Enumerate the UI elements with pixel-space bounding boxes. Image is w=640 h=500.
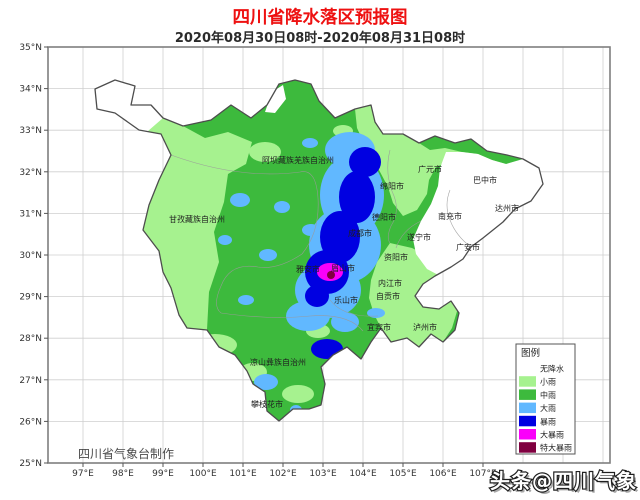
region-label: 泸州市 — [413, 322, 437, 332]
region-label: 自贡市 — [376, 291, 400, 301]
x-tick-label: 97°E — [72, 469, 94, 479]
x-tick-label: 102°E — [269, 469, 297, 479]
y-axis-labels: 35°N 34°N 33°N 32°N 31°N 30°N 29°N 28°N … — [19, 43, 42, 469]
region-label: 成都市 — [348, 228, 372, 238]
y-tick-label: 27°N — [19, 376, 42, 386]
extreme-rainstorm-area — [327, 271, 335, 279]
x-tick-label: 100°E — [189, 469, 217, 479]
map-title: 四川省降水落区预报图 — [233, 7, 408, 28]
region-label: 宜宾市 — [367, 322, 391, 332]
x-tick-label: 107°E — [469, 469, 497, 479]
x-tick-label: 106°E — [429, 469, 457, 479]
x-tick-label: 103°E — [309, 469, 337, 479]
legend-swatch-light-rain — [519, 376, 536, 387]
x-tick-label: 98°E — [112, 469, 134, 479]
watermark: 头条@四川气象 头条@四川气象 — [489, 468, 640, 496]
legend-title: 图例 — [521, 347, 540, 359]
region-labels: 阿坝藏族羌族自治州 甘孜藏族自治州 广元市 绵阳市 巴中市 达州市 南充市 德阳… — [169, 155, 519, 409]
legend-label: 大雨 — [540, 403, 556, 413]
region-label: 德阳市 — [372, 212, 396, 222]
region-label: 遂宁市 — [407, 232, 431, 242]
legend-label: 大暴雨 — [540, 430, 564, 440]
region-label: 凉山彝族自治州 — [250, 357, 306, 367]
legend-swatch-heavy-rainstorm — [519, 429, 536, 440]
region-label: 阿坝藏族羌族自治州 — [262, 155, 334, 165]
legend-swatch-no-rain — [519, 363, 536, 374]
region-label: 广安市 — [456, 242, 480, 252]
legend-label: 暴雨 — [540, 417, 556, 426]
watermark-text: 头条@四川气象 — [490, 469, 637, 493]
y-tick-label: 34°N — [19, 85, 42, 95]
region-label: 甘孜藏族自治州 — [169, 214, 225, 224]
y-tick-label: 35°N — [19, 43, 42, 53]
x-tick-label: 104°E — [349, 469, 377, 479]
region-label: 眉山市 — [331, 263, 355, 273]
region-label: 绵阳市 — [380, 181, 404, 191]
y-tick-label: 29°N — [19, 293, 42, 303]
y-tick-label: 28°N — [19, 334, 42, 344]
region-label: 乐山市 — [334, 295, 358, 305]
attribution: 四川省气象台制作 — [78, 446, 174, 461]
map-subtitle: 2020年08月30日08时-2020年08月31日08时 — [175, 30, 465, 46]
watermark-shadow: 头条@四川气象 — [493, 472, 640, 496]
legend-label: 特大暴雨 — [540, 443, 572, 453]
legend-swatch-extreme-rainstorm — [519, 442, 536, 453]
region-label: 广元市 — [418, 164, 442, 174]
legend-label: 中雨 — [540, 390, 556, 400]
region-label: 内江市 — [378, 278, 402, 288]
province-boundary — [94, 79, 544, 422]
region-label: 资阳市 — [384, 252, 408, 262]
legend-label: 无降水 — [540, 364, 564, 374]
region-label: 巴中市 — [473, 175, 497, 185]
y-tick-label: 33°N — [19, 126, 42, 136]
x-axis-labels: 97°E 98°E 99°E 100°E 101°E 102°E 103°E 1… — [72, 469, 497, 479]
x-tick-label: 99°E — [152, 469, 174, 479]
legend: 图例 无降水 小雨 中雨 大雨 暴雨 大暴雨 特大暴雨 — [515, 343, 576, 455]
x-tick-label: 101°E — [229, 469, 257, 479]
y-tick-label: 31°N — [19, 209, 42, 219]
y-tick-label: 32°N — [19, 168, 42, 178]
legend-swatch-heavy-rain — [519, 402, 536, 414]
prefecture-borders — [170, 149, 472, 332]
region-label: 南充市 — [438, 211, 462, 221]
x-tick-label: 105°E — [389, 469, 417, 479]
region-label: 攀枝花市 — [251, 399, 283, 409]
region-label: 达州市 — [495, 203, 519, 213]
y-tick-label: 25°N — [19, 459, 42, 469]
legend-label: 小雨 — [540, 378, 556, 387]
region-label: 雅安市 — [296, 264, 320, 274]
y-tick-label: 30°N — [19, 251, 42, 261]
axis-ticks — [44, 46, 484, 467]
legend-swatch-moderate-rain — [519, 389, 536, 400]
legend-swatch-rainstorm — [519, 415, 536, 427]
y-tick-label: 26°N — [19, 417, 42, 427]
